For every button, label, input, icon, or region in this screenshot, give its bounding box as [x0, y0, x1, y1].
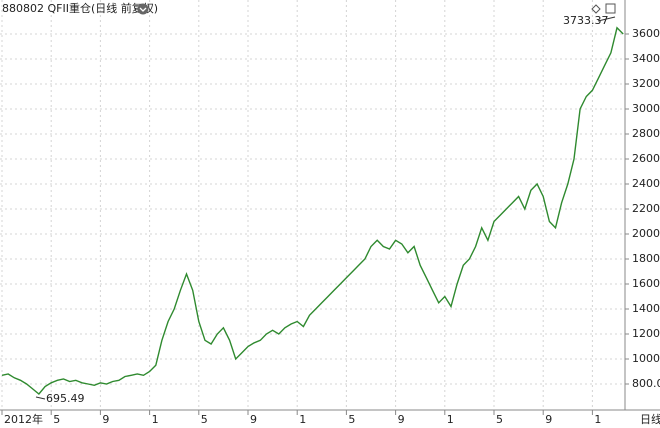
y-tick-label: 1600 — [632, 277, 660, 290]
y-tick-label: 3000 — [632, 102, 660, 115]
x-tick-label: 1 — [447, 413, 454, 426]
y-tick-label: 3200 — [632, 77, 660, 90]
x-tick-label: 9 — [102, 413, 109, 426]
x-tick-label: 5 — [201, 413, 208, 426]
low-annotation: 695.49 — [46, 392, 85, 405]
x-tick-label: 5 — [496, 413, 503, 426]
y-tick-label: 2000 — [632, 227, 660, 240]
y-tick-label: 2200 — [632, 202, 660, 215]
y-tick-label: 2800 — [632, 127, 660, 140]
y-tick-label: 1800 — [632, 252, 660, 265]
x-tick-label: 5 — [53, 413, 60, 426]
window-button[interactable] — [605, 3, 616, 14]
x-tick-label: 9 — [545, 413, 552, 426]
x-tick-label: 2012年 — [4, 412, 43, 426]
y-tick-label: 3600 — [632, 27, 660, 40]
y-tick-label: 1400 — [632, 302, 660, 315]
menu-button[interactable] — [137, 3, 149, 15]
low-pointer — [35, 396, 46, 400]
y-tick-label: 1200 — [632, 327, 660, 340]
period-label: 日线 — [640, 412, 660, 426]
x-tick-label: 1 — [594, 413, 601, 426]
y-tick-label: 3400 — [632, 52, 660, 65]
menu-icon — [139, 7, 147, 12]
diamond-button[interactable] — [591, 4, 601, 14]
chart-title: 880802 QFII重仓(日线 前复权) — [2, 1, 158, 15]
high-pointer — [597, 16, 616, 22]
x-tick-label: 9 — [398, 413, 405, 426]
high-annotation: 3733.37 — [563, 14, 609, 27]
x-tick-label: 1 — [152, 413, 159, 426]
x-tick-label: 9 — [250, 413, 257, 426]
y-tick-label: 800.0 — [632, 377, 660, 390]
y-tick-label: 1000 — [632, 352, 660, 365]
x-tick-label: 1 — [299, 413, 306, 426]
y-tick-label: 2600 — [632, 152, 660, 165]
x-tick-label: 5 — [348, 413, 355, 426]
y-tick-label: 2400 — [632, 177, 660, 190]
price-line — [1, 26, 624, 395]
